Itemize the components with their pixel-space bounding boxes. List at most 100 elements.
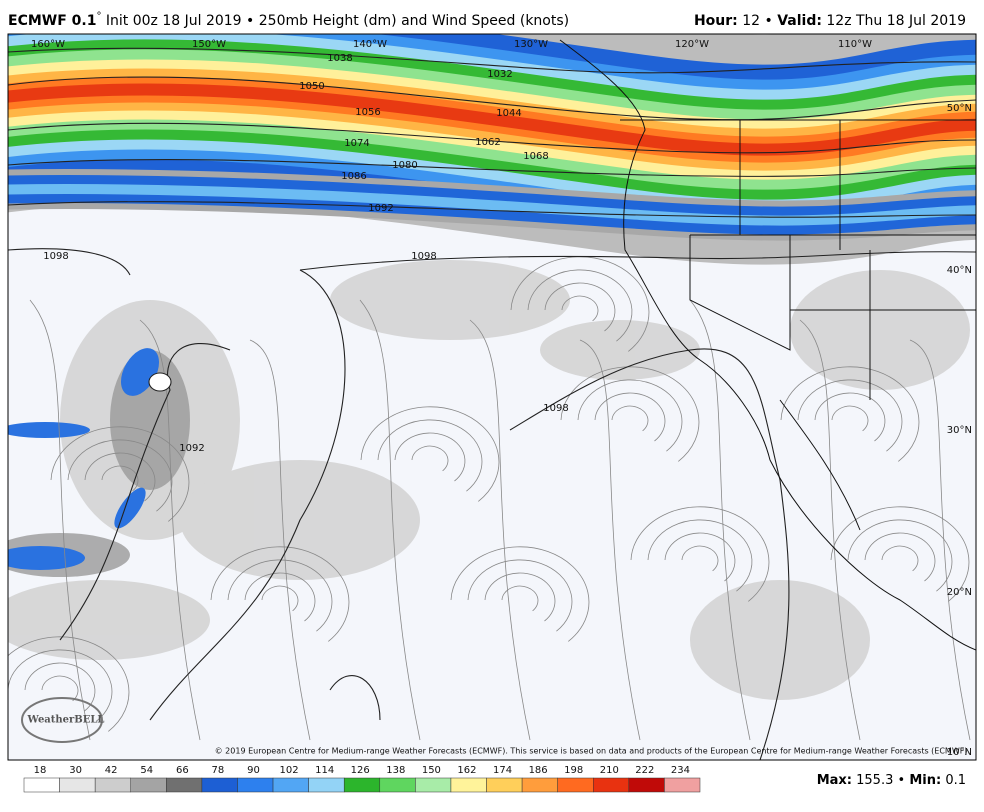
colorbar-tick-label: 234	[671, 765, 690, 776]
colorbar-swatch	[23, 777, 60, 793]
header-right: Hour: 12 • Valid: 12z Thu 18 Jul 2019	[694, 13, 966, 29]
product: 250mb Height (dm) and Wind Speed (knots)	[259, 13, 569, 29]
colorbar-tick-label: 30	[69, 765, 82, 776]
valid-label: Valid:	[777, 13, 822, 29]
streamline	[664, 532, 736, 582]
streamline	[8, 649, 113, 722]
streamline	[469, 319, 531, 741]
colorbar-swatch	[59, 777, 96, 793]
contour-label: 1098	[43, 251, 68, 262]
header-left: ECMWF 0.1° Init 00z 18 Jul 2019 • 250mb …	[8, 11, 569, 29]
streamline	[544, 282, 616, 332]
streamline	[799, 319, 861, 741]
colorbar-tick-label: 174	[493, 765, 512, 776]
streamline	[139, 319, 201, 741]
copyright: © 2019 European Centre for Medium-range …	[215, 747, 970, 756]
colorbar-swatch	[415, 777, 452, 793]
contour-label: 1086	[341, 171, 366, 182]
colorbar-swatch	[664, 777, 701, 793]
streamline	[881, 545, 919, 572]
map: 160°W 150°W 140°W 130°W 120°W 110°W 50°N 40°N 30…	[8, 34, 976, 760]
min: 0.1	[945, 773, 966, 788]
colorbar-tick-label: 54	[140, 765, 153, 776]
colorbar-tick-label: 66	[176, 765, 189, 776]
sep: •	[246, 13, 254, 29]
latitude-label: 20°N	[947, 587, 972, 598]
streamline	[814, 392, 886, 442]
sep: •	[898, 773, 906, 788]
longitude-label: 120°W	[675, 39, 709, 50]
streamline	[847, 519, 953, 592]
streamline	[244, 572, 316, 622]
colorbar-tick-label: 102	[280, 765, 299, 776]
colorbar-tick-label: 138	[386, 765, 405, 776]
streamline	[797, 379, 903, 452]
streamline	[467, 559, 573, 632]
colorbar-tick-label: 78	[212, 765, 225, 776]
colorbar-tick-label: 18	[34, 765, 47, 776]
contour-label: 1038	[327, 53, 352, 64]
streamline	[67, 439, 173, 512]
sep: •	[764, 13, 772, 29]
map-frame	[7, 33, 977, 761]
streamline	[527, 269, 633, 342]
coastline	[559, 39, 976, 651]
streamline	[909, 339, 971, 741]
colorbar-swatch	[130, 777, 167, 793]
latitude-label: 30°N	[947, 425, 972, 436]
longitude-label: 150°W	[192, 39, 226, 50]
valid: 12z Thu 18 Jul 2019	[826, 13, 966, 29]
streamline	[689, 299, 751, 741]
contour-label: 1032	[487, 69, 512, 80]
streamline	[630, 506, 770, 602]
streamline	[8, 636, 130, 732]
colorbar-tick-label: 198	[564, 765, 583, 776]
streamline	[579, 339, 641, 741]
map-labels: 160°W 150°W 140°W 130°W 120°W 110°W 50°N 40°N 30…	[31, 39, 972, 758]
longitude-label: 160°W	[31, 39, 65, 50]
colorbar-swatch	[237, 777, 274, 793]
colorbar-tick-label: 162	[457, 765, 476, 776]
colorbar-tick-label: 114	[315, 765, 334, 776]
contour-label: 1050	[299, 81, 324, 92]
colorbar-swatch	[343, 777, 381, 793]
colorbar-swatch	[486, 777, 523, 793]
colorbar-tick-label: 210	[600, 765, 619, 776]
colorbar-swatch	[521, 777, 558, 793]
streamline	[501, 585, 539, 612]
max: 155.3	[856, 773, 893, 788]
streamline	[41, 675, 79, 702]
streamline	[510, 256, 650, 352]
hour-label: Hour:	[694, 13, 738, 29]
streamline	[560, 366, 700, 462]
streamline	[360, 406, 500, 502]
colorbar-swatch	[379, 777, 416, 793]
streamline	[594, 392, 666, 442]
streamline	[101, 465, 139, 492]
streamline	[830, 506, 970, 602]
streamline	[411, 445, 449, 472]
contours	[8, 47, 976, 760]
streamline	[210, 546, 350, 642]
contour-label: 1098	[543, 403, 568, 414]
footer: Max: 155.3 • Min: 0.1	[817, 773, 966, 788]
colorbar-tick-label: 90	[247, 765, 260, 776]
streamline	[681, 545, 719, 572]
streamlines	[8, 256, 971, 741]
streamline	[864, 532, 936, 582]
streamline	[561, 295, 599, 322]
colorbar-swatch	[308, 777, 345, 793]
streamline	[831, 405, 869, 432]
contour-label: 1080	[392, 160, 417, 171]
streamline	[50, 426, 190, 522]
contour-label: 1044	[496, 108, 521, 119]
latitude-label: 10°N	[947, 747, 972, 758]
colorbar-swatch	[593, 777, 630, 793]
contour-label: 1092	[179, 443, 204, 454]
streamline	[577, 379, 683, 452]
colorbar-tick-label: 222	[635, 765, 654, 776]
colorbar-swatch	[628, 777, 665, 793]
jet-band	[8, 83, 976, 156]
jet-stream	[8, 34, 976, 265]
